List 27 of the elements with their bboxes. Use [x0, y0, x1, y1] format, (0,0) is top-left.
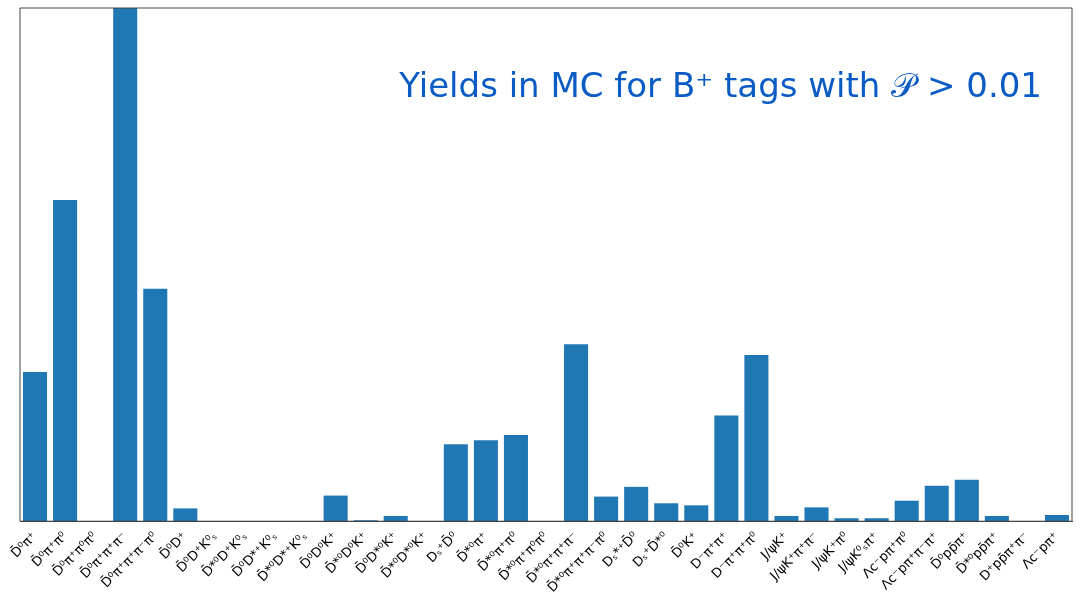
bar — [53, 199, 78, 522]
bar — [984, 516, 1009, 522]
bar — [564, 344, 589, 522]
text: Yields in MC for B⁺ tags with 𝒫 > 0.01 — [398, 64, 1042, 105]
bar — [624, 486, 649, 522]
bar — [113, 8, 138, 522]
bar — [954, 479, 979, 522]
bar — [1044, 515, 1069, 522]
bar — [834, 518, 859, 522]
bar — [924, 485, 949, 522]
bar — [744, 354, 769, 522]
bar — [503, 435, 528, 522]
bar — [774, 516, 799, 522]
bar — [654, 503, 679, 522]
bar — [864, 518, 889, 522]
bar — [173, 508, 198, 522]
bar — [894, 500, 919, 522]
bar — [594, 496, 619, 522]
bar — [443, 444, 468, 522]
bar — [383, 516, 408, 522]
bar — [804, 507, 829, 522]
bar — [684, 505, 709, 522]
bar — [473, 440, 498, 522]
bar — [323, 495, 348, 522]
bar — [143, 288, 168, 522]
bar — [23, 371, 48, 522]
bar — [714, 415, 739, 522]
